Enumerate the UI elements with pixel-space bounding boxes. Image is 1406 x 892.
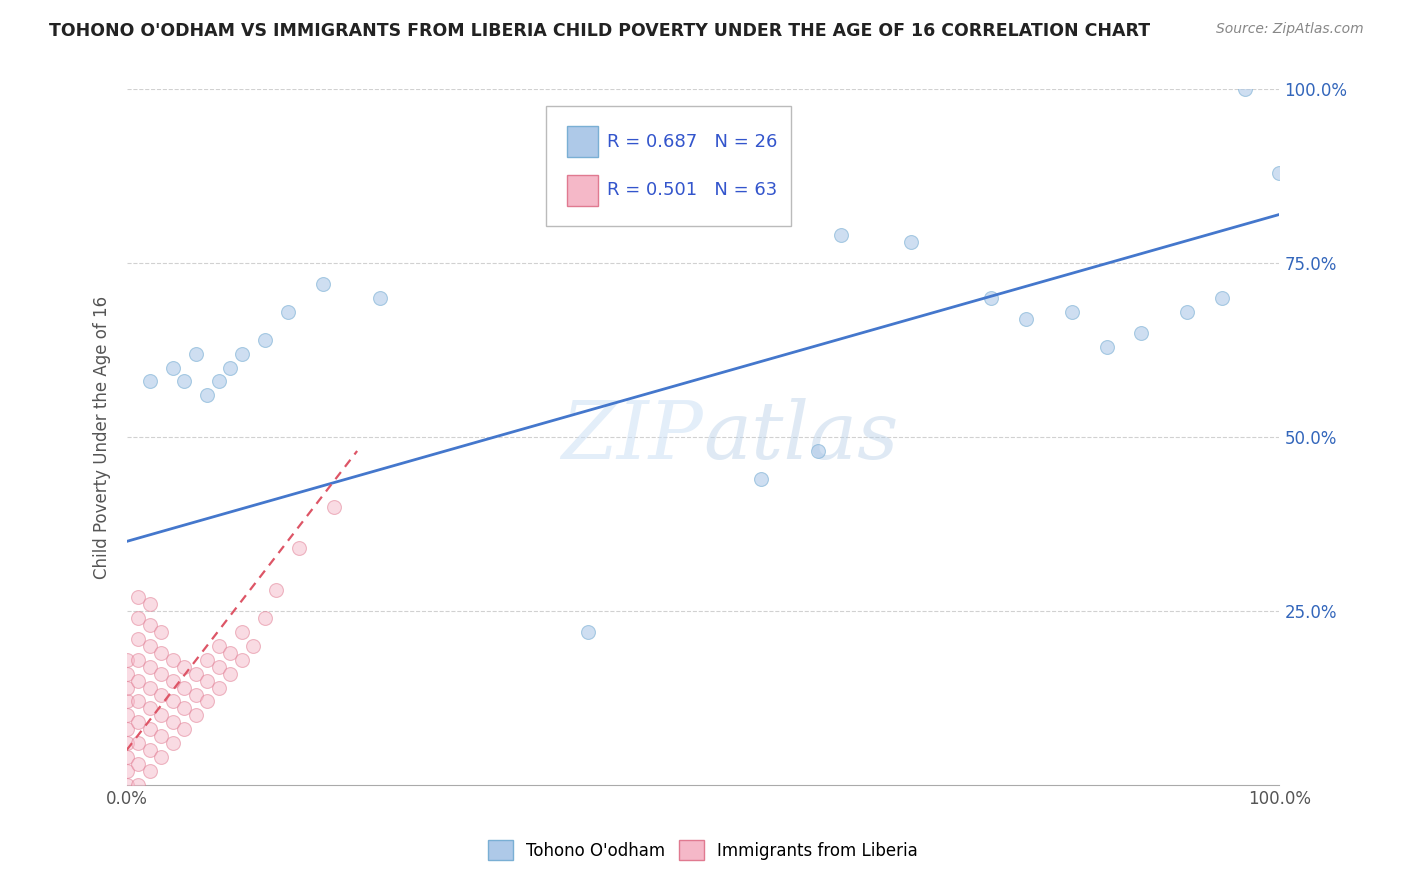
Point xyxy=(173,659,195,673)
Point xyxy=(115,750,138,764)
Text: TOHONO O'ODHAM VS IMMIGRANTS FROM LIBERIA CHILD POVERTY UNDER THE AGE OF 16 CORR: TOHONO O'ODHAM VS IMMIGRANTS FROM LIBERI… xyxy=(49,22,1150,40)
Point xyxy=(127,778,149,792)
Point xyxy=(115,666,138,681)
Point xyxy=(219,646,242,660)
Point xyxy=(138,681,160,695)
Point xyxy=(242,639,264,653)
Point xyxy=(138,764,160,778)
Point xyxy=(115,764,138,778)
Point xyxy=(115,653,138,667)
Point xyxy=(115,681,138,695)
Point xyxy=(900,235,922,250)
Point xyxy=(830,228,852,243)
Point xyxy=(288,541,311,556)
Point xyxy=(150,688,173,702)
Point xyxy=(184,666,207,681)
Point xyxy=(115,723,138,737)
Point xyxy=(266,583,288,598)
Point xyxy=(138,659,160,673)
Point xyxy=(253,333,276,347)
Point xyxy=(208,375,231,389)
Point xyxy=(184,708,207,723)
Y-axis label: Child Poverty Under the Age of 16: Child Poverty Under the Age of 16 xyxy=(93,295,111,579)
Point xyxy=(368,291,391,305)
Point xyxy=(138,597,160,611)
Point xyxy=(1015,311,1038,326)
Point xyxy=(231,346,253,360)
Text: R = 0.687   N = 26: R = 0.687 N = 26 xyxy=(606,133,778,151)
Point xyxy=(115,736,138,750)
Point xyxy=(127,757,149,772)
Point xyxy=(150,729,173,743)
Point xyxy=(195,653,218,667)
Text: ZIP: ZIP xyxy=(561,399,703,475)
Point xyxy=(1095,340,1118,354)
Text: R = 0.501   N = 63: R = 0.501 N = 63 xyxy=(606,181,776,199)
Point xyxy=(980,291,1002,305)
Point xyxy=(195,388,218,402)
Point xyxy=(150,646,173,660)
Point xyxy=(127,736,149,750)
Point xyxy=(162,694,184,708)
Point xyxy=(173,375,195,389)
Point xyxy=(1268,166,1291,180)
Text: Source: ZipAtlas.com: Source: ZipAtlas.com xyxy=(1216,22,1364,37)
Point xyxy=(1233,82,1256,96)
Point xyxy=(184,688,207,702)
Point xyxy=(150,624,173,639)
Point xyxy=(127,632,149,646)
Point xyxy=(219,360,242,375)
Point xyxy=(184,346,207,360)
Point xyxy=(115,694,138,708)
Point xyxy=(127,715,149,730)
Point xyxy=(1211,291,1233,305)
Point xyxy=(138,701,160,715)
Point xyxy=(127,694,149,708)
Point xyxy=(173,681,195,695)
Point xyxy=(162,653,184,667)
Point xyxy=(150,750,173,764)
Point xyxy=(231,653,253,667)
Point xyxy=(162,360,184,375)
Point xyxy=(138,723,160,737)
Point xyxy=(749,472,772,486)
Point xyxy=(138,639,160,653)
Point xyxy=(127,611,149,625)
Point xyxy=(115,708,138,723)
Point xyxy=(162,715,184,730)
Point xyxy=(173,723,195,737)
Point xyxy=(195,694,218,708)
Point xyxy=(115,778,138,792)
Point xyxy=(231,624,253,639)
Point xyxy=(138,375,160,389)
Point xyxy=(195,673,218,688)
Point xyxy=(253,611,276,625)
Point xyxy=(173,701,195,715)
Legend: Tohono O'odham, Immigrants from Liberia: Tohono O'odham, Immigrants from Liberia xyxy=(481,833,925,867)
Point xyxy=(162,736,184,750)
Point xyxy=(150,708,173,723)
Point xyxy=(576,624,599,639)
Point xyxy=(150,666,173,681)
Point xyxy=(127,653,149,667)
Point xyxy=(208,681,231,695)
Point xyxy=(807,444,830,458)
Point xyxy=(208,659,231,673)
Point xyxy=(1060,305,1083,319)
Point xyxy=(138,618,160,632)
Point xyxy=(1175,305,1198,319)
Point xyxy=(208,639,231,653)
Point xyxy=(219,666,242,681)
Point xyxy=(323,500,346,514)
Point xyxy=(138,743,160,757)
Point xyxy=(127,673,149,688)
Point xyxy=(277,305,299,319)
Point xyxy=(162,673,184,688)
Point xyxy=(1130,326,1153,340)
Point xyxy=(311,277,333,291)
Point xyxy=(127,590,149,604)
Text: atlas: atlas xyxy=(703,399,898,475)
